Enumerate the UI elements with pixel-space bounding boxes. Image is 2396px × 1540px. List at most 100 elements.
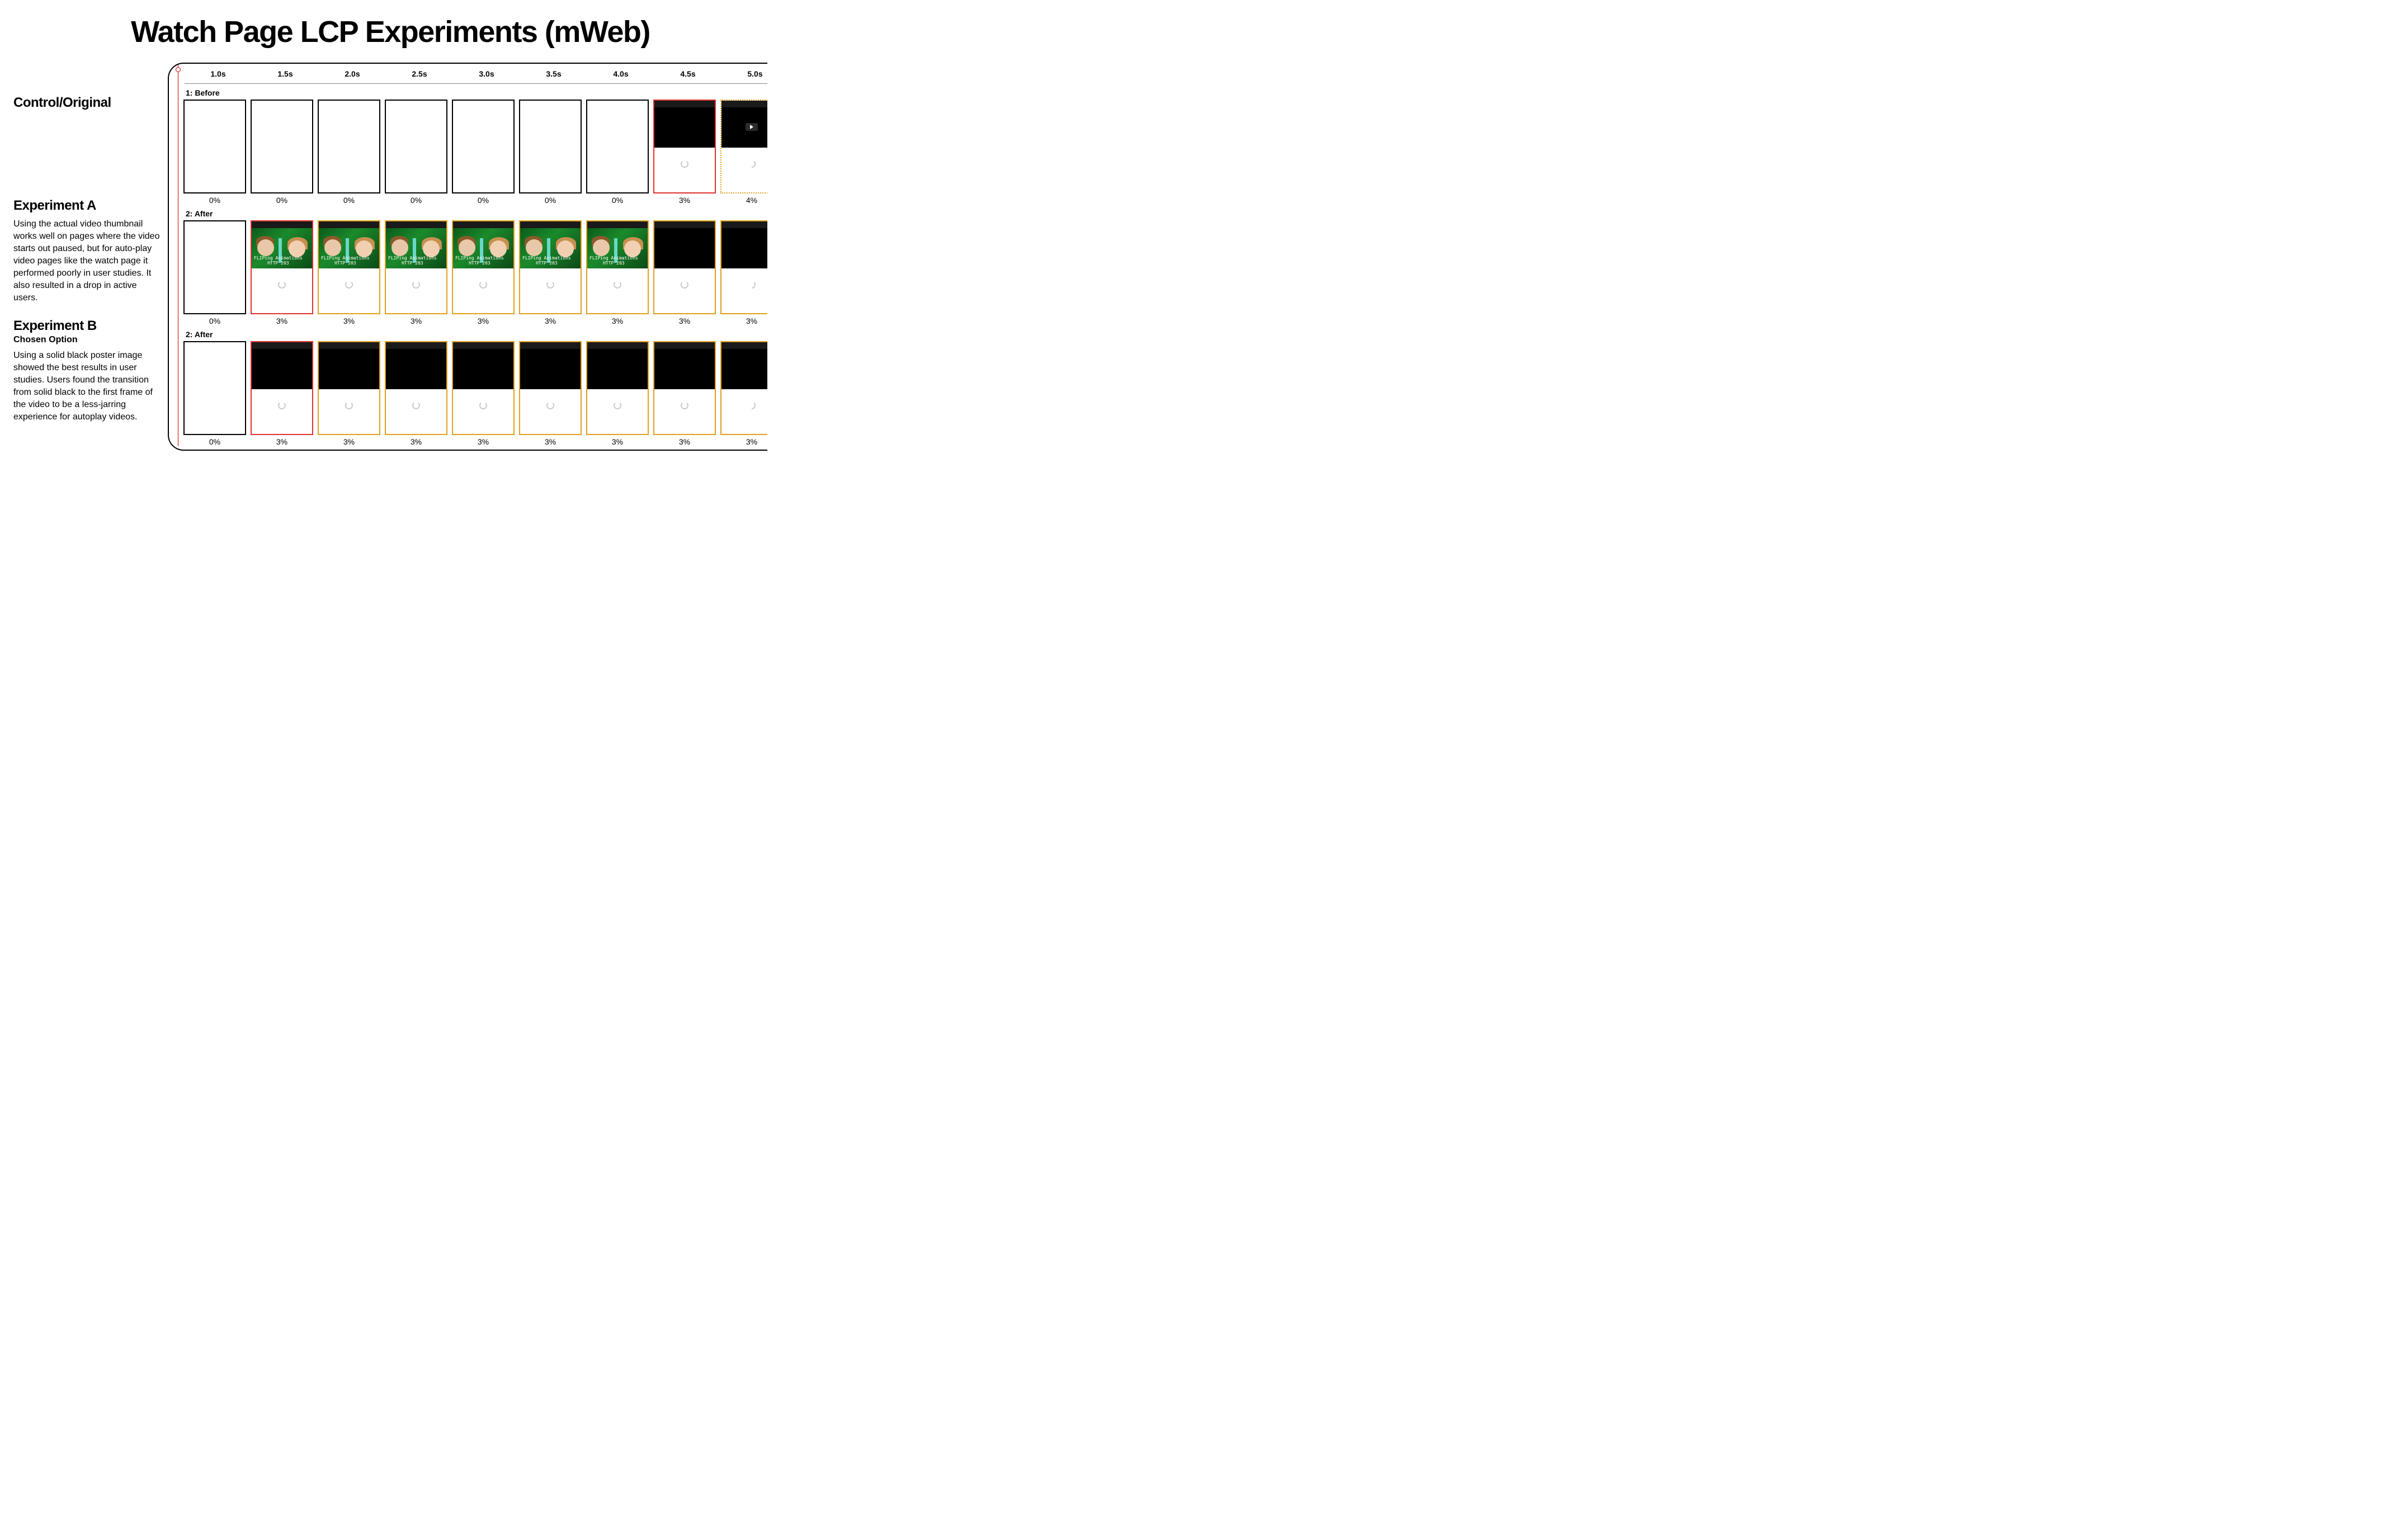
filmstrip-frame	[653, 341, 716, 435]
frame-column: 3%	[651, 220, 718, 325]
time-tick: 1.0s	[185, 64, 252, 83]
spinner-icon	[412, 281, 420, 289]
filmstrip-frame: FLIPing Animations HTTP 203	[251, 220, 313, 314]
frame-column: 3%	[651, 341, 718, 446]
time-tick: 4.0s	[587, 64, 654, 83]
filmstrip-frame	[720, 100, 767, 193]
filmstrip-frame	[183, 341, 246, 435]
thumbnail-text: FLIPing Animations HTTP 203	[388, 256, 437, 266]
filmstrip-frame	[586, 100, 649, 193]
filmstrip-frame: FLIPing Animations HTTP 203	[586, 220, 649, 314]
spinner-icon	[748, 401, 756, 409]
filmstrip-frame	[720, 220, 767, 314]
spinner-icon	[345, 401, 353, 409]
frame-column: FLIPing Animations HTTP 2033%	[517, 220, 584, 325]
filmstrip-frame: FLIPing Animations HTTP 203	[452, 220, 515, 314]
filmstrip-frame	[183, 220, 246, 314]
spinner-icon	[345, 281, 353, 289]
experiment-b-sublabel: Chosen Option	[13, 335, 161, 345]
row-label: 2: After	[186, 330, 767, 339]
frame-column: 4%	[718, 100, 767, 205]
spinner-icon	[614, 401, 621, 409]
filmstrip-frame	[251, 341, 313, 435]
filmstrip-frame	[318, 341, 380, 435]
frame-column: 0%	[517, 100, 584, 205]
filmstrip-frame	[452, 100, 515, 193]
experiment-b-desc: Using a solid black poster image showed …	[13, 349, 161, 423]
experiment-a-label: Experiment A	[13, 198, 161, 214]
spinner-icon	[681, 281, 688, 289]
spinner-icon	[681, 401, 688, 409]
frame-percent: 3%	[585, 437, 650, 446]
time-tick: 1.5s	[252, 64, 319, 83]
filmstrip-frame: FLIPing Animations HTTP 203	[385, 220, 447, 314]
frame-percent: 0%	[451, 196, 516, 205]
filmstrip-frame	[183, 100, 246, 193]
frame-percent: 0%	[182, 316, 247, 325]
frame-percent: 3%	[652, 437, 717, 446]
thumbnail-text: FLIPing Animations HTTP 203	[455, 256, 504, 266]
time-tick: 2.0s	[319, 64, 386, 83]
filmstrip-frame	[519, 100, 582, 193]
frame-percent: 3%	[384, 437, 449, 446]
left-column: Control/Original Experiment A Using the …	[13, 63, 168, 451]
frame-column: 0%	[181, 100, 248, 205]
frame-column: 0%	[248, 100, 315, 205]
frame-percent: 0%	[249, 196, 314, 205]
frame-percent: 3%	[719, 437, 767, 446]
filmstrip-row: 2: After 0% FLIPing Animations HTTP 203 3% F…	[178, 209, 767, 325]
frame-column: 3%	[315, 341, 383, 446]
control-label: Control/Original	[13, 95, 161, 111]
frame-column: 0%	[315, 100, 383, 205]
frame-column: 0%	[450, 100, 517, 205]
frame-percent: 3%	[249, 316, 314, 325]
time-tick: 5.0s	[721, 64, 767, 83]
thumbnail-text: FLIPing Animations HTTP 203	[589, 256, 638, 266]
frame-column: FLIPing Animations HTTP 203 3%	[383, 220, 450, 325]
thumbnail-text: FLIPing Animations HTTP 203	[254, 256, 303, 266]
time-tick: 4.5s	[654, 64, 721, 83]
frame-percent: 0%	[182, 437, 247, 446]
frame-percent: 3%	[451, 316, 516, 325]
filmstrip-row: 1: Before0%0%0%0%0%0%0%3%4%	[178, 88, 767, 205]
thumbnail-text: FLIPing Animations HTTP 203	[522, 256, 571, 266]
timeline-panel: 1.0s1.5s2.0s2.5s3.0s3.5s4.0s4.5s5.0s 1: …	[168, 63, 767, 451]
timeline-start-dot	[176, 67, 181, 72]
spinner-icon	[748, 281, 756, 289]
thumbnail-text: FLIPing Animations HTTP 203	[321, 256, 370, 266]
spinner-icon	[546, 401, 554, 409]
frame-percent: 0%	[317, 196, 381, 205]
filmstrip-frame	[653, 220, 716, 314]
frame-column: 3%	[383, 341, 450, 446]
frame-column: FLIPing Animations HTTP 203 3%	[315, 220, 383, 325]
time-axis: 1.0s1.5s2.0s2.5s3.0s3.5s4.0s4.5s5.0s	[185, 64, 767, 84]
time-tick: 2.5s	[386, 64, 453, 83]
row-label: 1: Before	[186, 88, 767, 97]
frame-column: 3%	[718, 220, 767, 325]
frame-column: 3%	[248, 341, 315, 446]
frame-percent: 3%	[317, 437, 381, 446]
spinner-icon	[614, 281, 621, 289]
play-icon	[746, 123, 758, 131]
frame-column: 3%	[517, 341, 584, 446]
spinner-icon	[479, 401, 487, 409]
row-label: 2: After	[186, 209, 767, 218]
experiment-b-label: Experiment B	[13, 318, 161, 334]
filmstrip-row: 2: After0%3%3%3%3%3%3%3%3%	[178, 330, 767, 446]
frame-percent: 3%	[518, 437, 583, 446]
frame-column: FLIPing Animations HTTP 203 3%	[584, 220, 651, 325]
page-title: Watch Page LCP Experiments (mWeb)	[13, 15, 767, 49]
frame-percent: 3%	[585, 316, 650, 325]
frame-column: 0%	[584, 100, 651, 205]
filmstrip-frame	[720, 341, 767, 435]
filmstrip-frame	[385, 341, 447, 435]
filmstrip-frame	[318, 100, 380, 193]
frame-column: 3%	[718, 341, 767, 446]
filmstrip-frame	[452, 341, 515, 435]
frame-column: 0%	[181, 220, 248, 325]
spinner-icon	[681, 160, 688, 168]
frame-percent: 3%	[317, 316, 381, 325]
frame-percent: 3%	[384, 316, 449, 325]
filmstrip-frame	[586, 341, 649, 435]
spinner-icon	[546, 281, 554, 289]
